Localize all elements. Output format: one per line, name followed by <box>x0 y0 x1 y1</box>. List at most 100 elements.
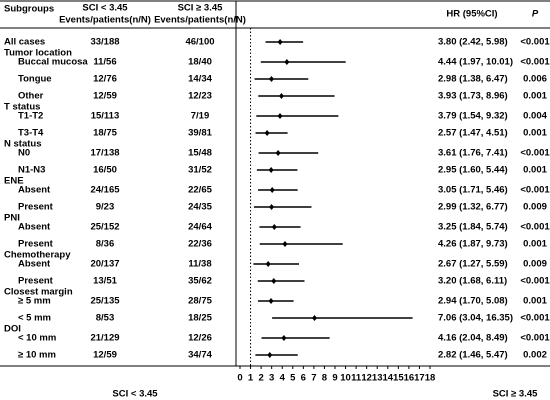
events-high: 12/23 <box>188 91 212 102</box>
hr-label: 3.05 (1.71, 5.46) <box>438 185 508 196</box>
hr-label: 3.20 (1.68, 6.11) <box>438 276 507 287</box>
x-tick-label: 1 <box>248 373 254 384</box>
events-low: 33/188 <box>90 37 119 48</box>
x-tick-label: 16 <box>404 373 415 384</box>
hr-marker <box>277 113 283 119</box>
row-label: Buccal mucosa <box>18 57 88 68</box>
hr-marker <box>312 315 318 321</box>
hr-label: 3.25 (1.84, 5.74) <box>438 222 508 233</box>
x-tick-label: 9 <box>332 373 337 384</box>
events-low: 18/75 <box>93 128 117 139</box>
row-label: Absent <box>18 185 51 196</box>
group-label: Tumor location <box>4 48 72 59</box>
hr-marker <box>277 39 283 45</box>
header-events: Events/patients(n/N) <box>154 15 246 26</box>
x-tick-label: 11 <box>351 373 362 384</box>
events-high: 7/19 <box>191 111 210 122</box>
hr-marker <box>271 278 277 284</box>
group-label: Closest margin <box>4 287 73 298</box>
row-label: < 5 mm <box>18 313 51 324</box>
events-high: 11/38 <box>188 259 211 270</box>
hr-marker <box>284 59 290 65</box>
p-value: 0.009 <box>523 202 547 213</box>
hr-label: 4.16 (2.04, 8.49) <box>438 333 508 344</box>
group-label: N status <box>4 139 41 150</box>
hr-marker <box>281 335 287 341</box>
row-label: N0 <box>18 148 30 159</box>
row-label: Absent <box>18 222 51 233</box>
x-tick-label: 6 <box>301 373 306 384</box>
footer-left: SCI < 3.45 <box>112 389 158 400</box>
x-tick-label: 14 <box>382 373 393 384</box>
p-value: <0.001 <box>520 313 550 324</box>
row-label: Other <box>18 91 44 102</box>
x-tick-label: 3 <box>269 373 274 384</box>
p-value: 0.009 <box>523 259 547 270</box>
p-value: 0.001 <box>523 296 547 307</box>
events-low: 20/137 <box>90 259 119 270</box>
events-low: 12/59 <box>93 350 117 361</box>
p-value: <0.001 <box>520 333 550 344</box>
p-value: 0.001 <box>523 128 547 139</box>
events-high: 39/81 <box>188 128 212 139</box>
x-tick-label: 2 <box>258 373 263 384</box>
hr-label: 2.57 (1.47, 4.51) <box>438 128 508 139</box>
x-tick-label: 13 <box>372 373 383 384</box>
p-value: 0.001 <box>523 165 547 176</box>
events-high: 31/52 <box>188 165 212 176</box>
hr-label: 2.67 (1.27, 5.59) <box>438 259 508 270</box>
x-tick-label: 10 <box>340 373 351 384</box>
p-value: <0.001 <box>520 276 550 287</box>
row-label: T3-T4 <box>18 128 44 139</box>
p-value: 0.001 <box>523 239 547 250</box>
events-high: 22/36 <box>188 239 212 250</box>
p-value: 0.002 <box>523 350 547 361</box>
x-tick-label: 0 <box>237 373 242 384</box>
p-value: <0.001 <box>520 148 550 159</box>
header-low: SCI < 3.45 <box>82 3 128 14</box>
hr-label: 2.82 (1.46, 5.47) <box>438 350 508 361</box>
row-label: T1-T2 <box>18 111 43 122</box>
events-low: 24/165 <box>90 185 120 196</box>
events-high: 18/25 <box>188 313 212 324</box>
footer-right: SCI ≥ 3.45 <box>493 389 539 400</box>
events-high: 22/65 <box>188 185 212 196</box>
events-high: 34/74 <box>188 350 212 361</box>
hr-label: 2.99 (1.32, 6.77) <box>438 202 508 213</box>
p-value: 0.004 <box>523 111 547 122</box>
hr-label: 3.79 (1.54, 9.32) <box>438 111 508 122</box>
p-value: 0.006 <box>523 74 547 85</box>
header-hr: HR (95%CI) <box>446 9 497 20</box>
hr-label: 7.06 (3.04, 16.35) <box>438 313 513 324</box>
hr-label: 4.26 (1.87, 9.73) <box>438 239 508 250</box>
events-high: 14/34 <box>188 74 212 85</box>
x-tick-label: 18 <box>425 373 436 384</box>
events-low: 12/59 <box>93 91 117 102</box>
row-label: < 10 mm <box>18 333 56 344</box>
events-low: 25/152 <box>90 222 119 233</box>
group-label: T status <box>4 102 40 113</box>
group-label: Chemotherapy <box>4 250 71 261</box>
hr-label: 4.44 (1.97, 10.01) <box>438 57 513 68</box>
header-subgroups: Subgroups <box>4 4 54 15</box>
hr-marker <box>269 204 275 210</box>
events-low: 13/51 <box>93 276 117 287</box>
hr-marker <box>278 93 284 99</box>
hr-marker <box>268 167 274 173</box>
events-high: 35/62 <box>188 276 212 287</box>
events-low: 11/56 <box>93 57 116 68</box>
events-high: 24/35 <box>188 202 212 213</box>
hr-marker <box>267 352 273 358</box>
x-tick-label: 5 <box>290 373 296 384</box>
events-high: 12/26 <box>188 333 212 344</box>
header-high: SCI ≥ 3.45 <box>178 3 224 14</box>
events-low: 16/50 <box>93 165 117 176</box>
hr-marker <box>275 150 281 156</box>
x-tick-label: 17 <box>414 373 425 384</box>
events-high: 18/40 <box>188 57 212 68</box>
row-label: Present <box>18 276 54 287</box>
group-label: DOI <box>4 324 21 335</box>
events-high: 15/48 <box>188 148 212 159</box>
events-high: 28/75 <box>188 296 212 307</box>
